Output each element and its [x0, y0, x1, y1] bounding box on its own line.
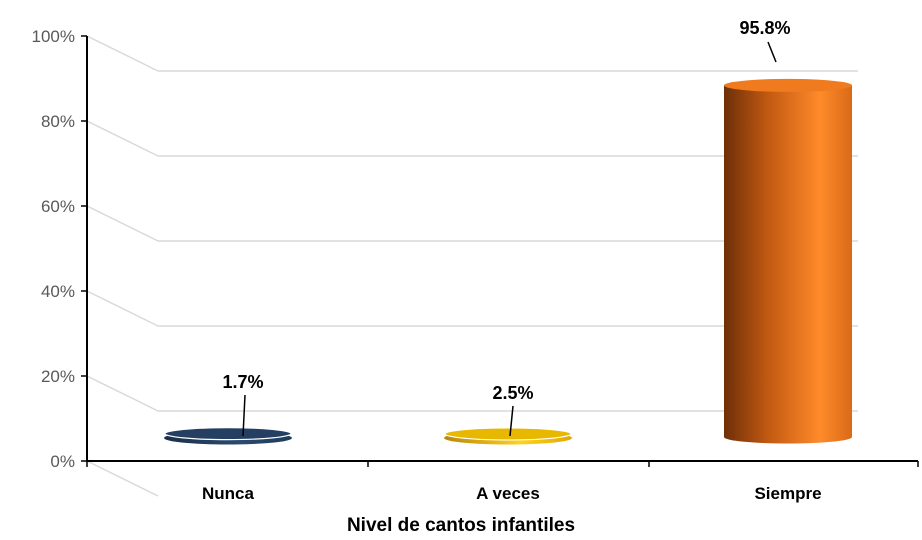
gridline-diagonal: [86, 35, 159, 72]
y-tick-label: 60%: [41, 197, 75, 216]
data-label-leader: [242, 394, 246, 437]
data-label: 1.7%: [222, 372, 263, 392]
data-label-leader: [509, 405, 514, 437]
y-tick-label: 40%: [41, 282, 75, 301]
x-tick-label: Siempre: [754, 484, 821, 503]
axes: [81, 35, 919, 467]
bar-body: [724, 85, 852, 444]
y-tick-label: 20%: [41, 367, 75, 386]
bar-siempre: [724, 78, 852, 444]
y-tick-label: 100%: [32, 27, 75, 46]
bar-a-veces: [444, 427, 572, 445]
x-tick-label: A veces: [476, 484, 540, 503]
bar-top: [444, 427, 572, 441]
y-tick-label: 0%: [50, 452, 75, 471]
y-tick-label: 80%: [41, 112, 75, 131]
x-axis-title: Nivel de cantos infantiles: [347, 515, 575, 536]
bar-top: [724, 78, 852, 92]
gridline-diagonal: [86, 120, 159, 157]
floor-line: [86, 460, 159, 497]
data-label: 95.8%: [739, 18, 790, 38]
bar-nunca: [164, 427, 292, 445]
data-label: 2.5%: [492, 383, 533, 403]
gridline-diagonal: [86, 375, 159, 412]
data-label-leader: [767, 41, 777, 63]
bars: [164, 78, 852, 445]
gridline-diagonal: [86, 290, 159, 327]
bar-top: [164, 427, 292, 441]
labels: 0% 20% 40% 60% 80% 100% Nunca 1.7% A veces 2.5% Si…: [32, 18, 822, 503]
x-tick-label: Nunca: [202, 484, 255, 503]
gridline-diagonal: [86, 205, 159, 242]
